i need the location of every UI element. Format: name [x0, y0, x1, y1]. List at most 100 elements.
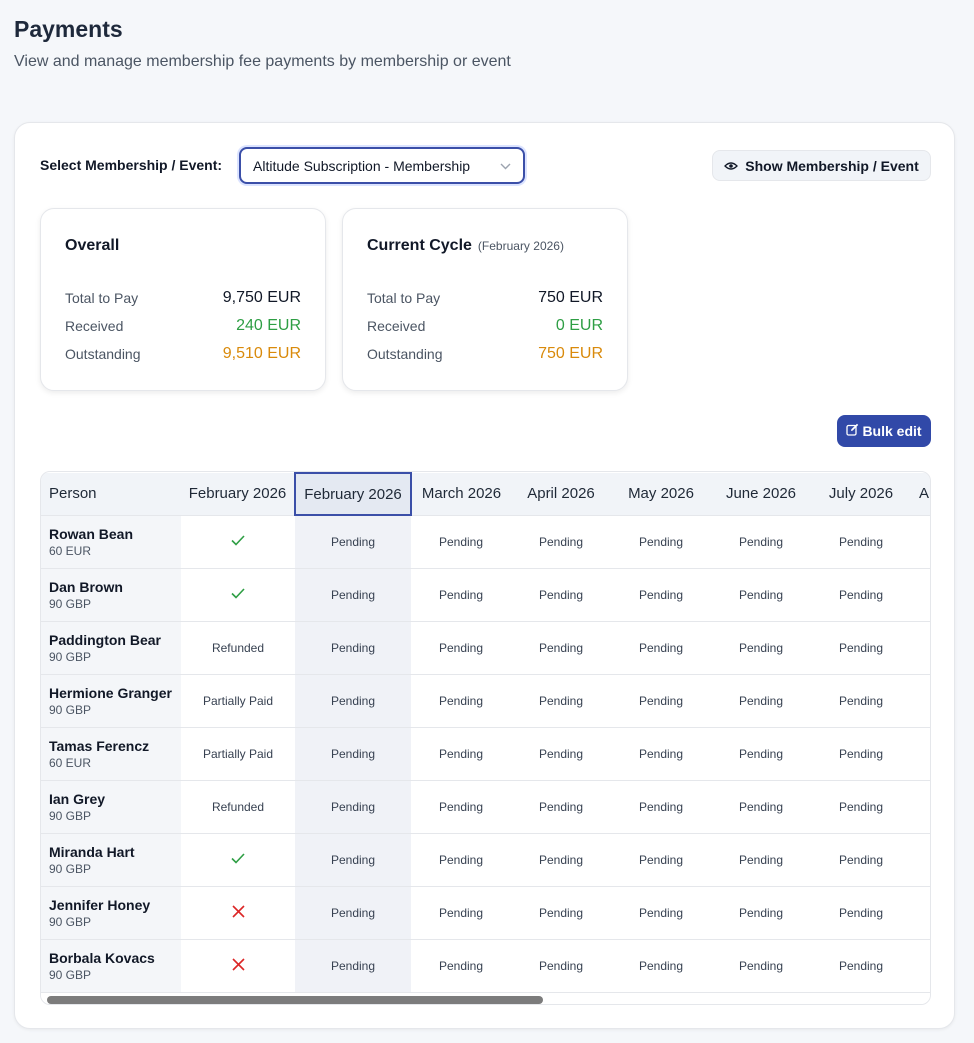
overall-outstanding-label: Outstanding — [65, 346, 141, 362]
payment-status-cell[interactable]: Pending — [411, 727, 511, 781]
payment-status-cell[interactable] — [911, 621, 930, 675]
table-row: Hermione Granger 90 GBP Partially Paid Pend… — [41, 674, 930, 728]
payment-status-cell[interactable]: Pending — [411, 886, 511, 940]
payment-status-cell[interactable]: Pending — [811, 621, 911, 675]
payment-status-cell[interactable]: Pending — [711, 568, 811, 622]
payment-status-cell[interactable]: Pending — [611, 674, 711, 728]
payment-status-cell[interactable]: Pending — [811, 886, 911, 940]
payment-status-cell[interactable] — [911, 780, 930, 834]
payment-status-cell[interactable]: Pending — [811, 780, 911, 834]
payment-status-cell[interactable]: Pending — [611, 727, 711, 781]
payment-status-cell[interactable]: Pending — [511, 886, 611, 940]
payment-status-cell[interactable]: Pending — [295, 939, 411, 993]
payment-status-cell[interactable]: Pending — [611, 939, 711, 993]
payment-status-cell[interactable]: Pending — [411, 621, 511, 675]
column-header-person[interactable]: Person — [41, 473, 181, 516]
payment-status-cell[interactable]: Pending — [295, 833, 411, 887]
payment-status-cell[interactable]: Refunded — [181, 780, 295, 834]
payment-status-cell[interactable] — [911, 568, 930, 622]
payment-status-cell[interactable]: Pending — [511, 780, 611, 834]
payment-status-cell[interactable]: Pending — [611, 886, 711, 940]
show-membership-button[interactable]: Show Membership / Event — [712, 150, 931, 181]
payment-status-cell[interactable]: Pending — [295, 780, 411, 834]
horizontal-scrollbar[interactable] — [41, 992, 930, 1004]
payment-status-cell[interactable]: Pending — [611, 568, 711, 622]
payment-status-cell[interactable]: Partially Paid — [181, 674, 295, 728]
payment-status-cell[interactable] — [911, 939, 930, 993]
overall-total-label: Total to Pay — [65, 290, 139, 306]
payment-status-cell[interactable]: Pending — [295, 621, 411, 675]
payment-status-cell[interactable]: Pending — [295, 886, 411, 940]
edit-icon — [846, 423, 859, 439]
payment-status-cell[interactable] — [911, 833, 930, 887]
payments-card: Select Membership / Event: Altitude Subs… — [14, 122, 955, 1029]
payment-status-cell[interactable]: Pending — [811, 568, 911, 622]
payment-status-cell[interactable]: Pending — [711, 674, 811, 728]
payment-status-cell[interactable] — [911, 727, 930, 781]
payment-status-cell[interactable]: Pending — [295, 515, 411, 569]
payment-status-cell[interactable]: Pending — [511, 674, 611, 728]
payment-status-cell[interactable]: Pending — [511, 621, 611, 675]
payment-status-cell[interactable]: Pending — [295, 727, 411, 781]
payment-status-cell[interactable]: Pending — [711, 515, 811, 569]
payment-status-cell[interactable]: Pending — [511, 833, 611, 887]
overall-title: Overall — [65, 237, 120, 254]
payment-status-cell[interactable]: Pending — [511, 727, 611, 781]
payment-status-cell[interactable]: Pending — [711, 780, 811, 834]
payment-status-cell[interactable]: Pending — [811, 939, 911, 993]
payment-status-cell[interactable]: Pending — [811, 674, 911, 728]
check-icon — [231, 851, 245, 868]
payment-status-cell[interactable] — [181, 833, 295, 887]
bulk-edit-button[interactable]: Bulk edit — [837, 415, 931, 447]
payment-status-cell[interactable]: Pending — [411, 833, 511, 887]
scrollbar-thumb[interactable] — [47, 996, 543, 1004]
status-text: Pending — [838, 852, 884, 867]
column-header-month[interactable]: June 2026 — [711, 473, 811, 516]
payment-status-cell[interactable] — [181, 568, 295, 622]
payment-status-cell[interactable]: Pending — [711, 621, 811, 675]
payment-status-cell[interactable]: Pending — [411, 780, 511, 834]
payment-status-cell[interactable]: Pending — [711, 886, 811, 940]
payment-status-cell[interactable]: Pending — [811, 727, 911, 781]
payment-status-cell[interactable]: Refunded — [181, 621, 295, 675]
payment-status-cell[interactable]: Pending — [611, 621, 711, 675]
payment-status-cell[interactable]: Pending — [711, 939, 811, 993]
column-header-month[interactable]: April 2026 — [511, 473, 611, 516]
payment-status-cell[interactable]: Pending — [411, 515, 511, 569]
payment-status-cell[interactable] — [181, 886, 295, 940]
payment-status-cell[interactable] — [181, 515, 295, 569]
payment-status-cell[interactable]: Pending — [411, 674, 511, 728]
column-header-month[interactable]: February 2026 — [181, 473, 295, 516]
payment-status-cell[interactable]: Pending — [611, 780, 711, 834]
membership-select[interactable]: Altitude Subscription - Membership — [239, 147, 525, 184]
payment-status-cell[interactable] — [911, 515, 930, 569]
payment-status-cell[interactable]: Pending — [511, 515, 611, 569]
select-label: Select Membership / Event: — [40, 157, 223, 173]
x-icon — [231, 955, 245, 975]
payment-status-cell[interactable]: Pending — [611, 833, 711, 887]
payment-status-cell[interactable]: Pending — [611, 515, 711, 569]
payment-status-cell[interactable]: Pending — [411, 568, 511, 622]
overall-card: Overall Total to Pay 9,750 EUR Received … — [40, 208, 326, 391]
payment-status-cell[interactable]: Partially Paid — [181, 727, 295, 781]
payment-status-cell[interactable]: Pending — [811, 515, 911, 569]
column-header-month-selected[interactable]: February 2026 — [294, 472, 412, 516]
payment-status-cell[interactable]: Pending — [511, 939, 611, 993]
payment-status-cell[interactable] — [181, 939, 295, 993]
payment-status-cell[interactable]: Pending — [295, 568, 411, 622]
person-name: Dan Brown — [49, 578, 123, 595]
payment-status-cell[interactable]: Pending — [711, 833, 811, 887]
person-fee: 90 GBP — [49, 861, 92, 876]
column-header-month[interactable]: Au — [911, 473, 930, 516]
payment-status-cell[interactable]: Pending — [411, 939, 511, 993]
payment-status-cell[interactable] — [911, 674, 930, 728]
person-name: Rowan Bean — [49, 525, 134, 542]
payment-status-cell[interactable]: Pending — [811, 833, 911, 887]
payment-status-cell[interactable]: Pending — [511, 568, 611, 622]
payment-status-cell[interactable] — [911, 886, 930, 940]
column-header-month[interactable]: July 2026 — [811, 473, 911, 516]
column-header-month[interactable]: March 2026 — [411, 473, 511, 516]
column-header-month[interactable]: May 2026 — [611, 473, 711, 516]
payment-status-cell[interactable]: Pending — [711, 727, 811, 781]
payment-status-cell[interactable]: Pending — [295, 674, 411, 728]
